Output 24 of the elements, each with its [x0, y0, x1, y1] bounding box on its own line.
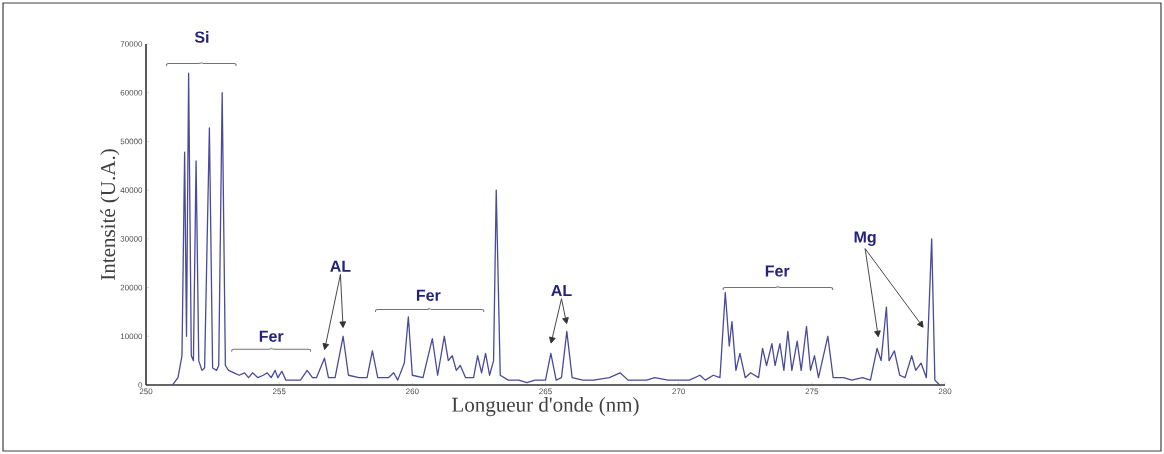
annotation: AL	[330, 260, 351, 272]
y-axis-title: Intensité (U.A.)	[100, 149, 120, 280]
y-tick-label: 30000	[120, 236, 143, 242]
y-tick-label: 10000	[120, 333, 143, 340]
x-tick-label: 265	[539, 388, 552, 395]
x-axis-title: Longueur d'onde (nm)	[452, 397, 639, 417]
y-tick-label: 40000	[120, 187, 143, 193]
x-tick-label: 260	[406, 388, 419, 395]
y-tick-label: 70000	[120, 41, 143, 47]
annotation: Mg	[854, 231, 876, 246]
y-tick-label: 50000	[120, 138, 143, 145]
x-tick-label: 275	[805, 388, 819, 395]
annotation: Fer	[416, 289, 441, 301]
y-tick-label: 60000	[120, 89, 143, 96]
annotation: Fer	[259, 330, 284, 342]
annotation: Fer	[765, 265, 790, 277]
y-tick-label: 20000	[120, 284, 143, 291]
text: Si	[194, 31, 209, 43]
x-tick-label: 280	[938, 388, 952, 395]
x-tick-label: 250	[139, 388, 153, 395]
x-tick-label: 270	[672, 388, 686, 395]
x-tick-label: 255	[272, 388, 286, 395]
annotation: AL	[551, 285, 572, 297]
y-tick-label: 0	[138, 382, 143, 388]
